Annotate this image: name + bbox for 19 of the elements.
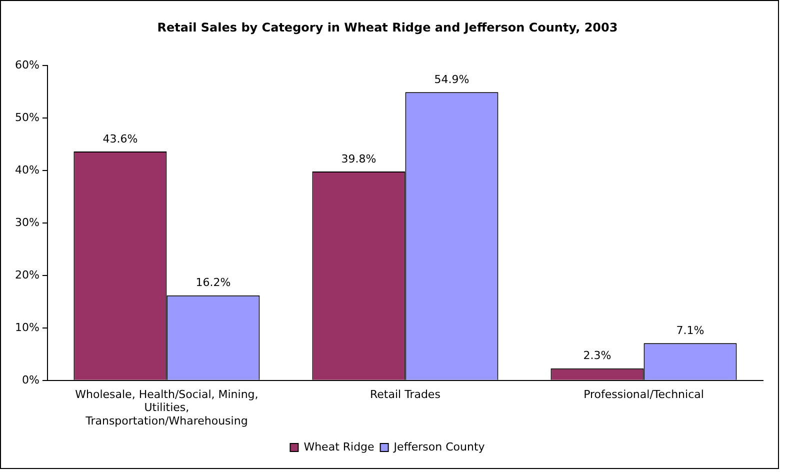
y-tick-label: 60%	[14, 58, 40, 72]
legend-label: Wheat Ridge	[304, 440, 375, 454]
data-label: 39.8%	[341, 152, 376, 166]
data-label: 54.9%	[434, 73, 470, 86]
chart-title: Retail Sales by Category in Wheat Ridge and Jefferson County, 2003	[157, 20, 618, 34]
y-tick-label: 0%	[22, 373, 40, 386]
y-tick-label: 40%	[14, 163, 40, 176]
data-label: 2.3%	[583, 349, 612, 362]
legend-label: Jefferson County	[392, 440, 486, 454]
x-tick-label: Professional/Technical	[584, 388, 704, 401]
y-tick-label: 30%	[14, 216, 40, 229]
x-tick-label: Retail Trades	[370, 388, 441, 401]
data-label: 43.6%	[102, 132, 138, 146]
y-tick-label: 10%	[14, 320, 40, 334]
data-label: 16.2%	[196, 276, 231, 290]
y-tick-label: 50%	[14, 110, 40, 124]
data-label: 7.1%	[676, 324, 704, 337]
y-tick-label: 20%	[14, 268, 40, 282]
x-tick-label: Wholesale, Health/Social, Mining, Utilities, Transportation/Wharehousing	[75, 388, 258, 428]
